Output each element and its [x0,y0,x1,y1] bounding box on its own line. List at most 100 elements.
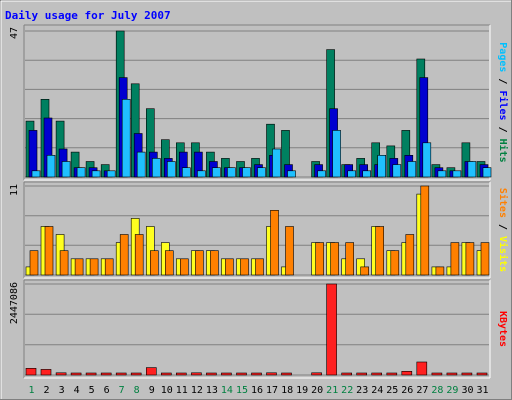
panel-hits-files-pages: 47 Pages / Files / Hits [9,24,509,181]
bar-kbytes-13 [206,372,217,376]
y-axis-label: Sites / Visits [497,188,509,272]
y-axis-label-part: Files [497,90,509,120]
bar-kbytes-29 [446,372,458,376]
bar-sites-8 [134,234,144,276]
bar-pages-14 [227,167,236,178]
y-max-label: 47 [9,27,20,39]
bar-kbytes-21 [326,283,337,376]
bar-pages-31 [482,167,492,178]
x-tick-label: 30 [461,385,473,396]
bar-pages-13 [212,167,221,178]
bar-kbytes-10 [161,372,172,376]
bar-kbytes-8 [130,372,142,376]
bar-sites-9 [150,250,159,276]
bar-pages-12 [197,170,206,178]
y-max-label: 11 [9,184,20,196]
chart-title: Daily usage for July 2007 [5,9,171,22]
x-tick-label: 16 [251,385,263,396]
panel-visits-sites: 11 Sites / Visits [9,181,509,279]
bar-sites-28 [435,266,445,276]
x-tick-label: 27 [416,385,428,396]
x-tick-label: 22 [341,385,353,396]
bar-kbytes-15 [236,372,247,376]
bar-pages-27 [422,142,432,178]
y-axis-label-part: Visits [497,236,509,272]
x-tick-label: 21 [326,385,338,396]
bar-pages-26 [407,161,417,178]
x-tick-label: 7 [119,385,125,396]
bar-files-1 [28,130,38,178]
x-tick-label: 24 [371,385,383,396]
y-axis-label-part: / [497,72,508,90]
series-sites [29,185,490,276]
x-tick-label: 9 [149,385,155,396]
bar-sites-5 [89,258,99,276]
bar-kbytes-26 [401,370,413,376]
bar-sites-2 [44,226,54,276]
x-tick-label: 18 [281,385,293,396]
bar-sites-17 [270,210,279,276]
x-axis-labels: 1 2 3 4 5 6 7 8 9 10 11 12 13 14 15 16 17 18 19 20 21 22 23 24 2… [28,385,488,396]
bar-sites-26 [405,234,415,276]
bar-pages-2 [46,155,56,178]
bar-pages-28 [437,170,447,178]
bar-pages-18 [287,170,296,178]
bar-sites-18 [285,226,294,276]
series-kbytes [25,283,488,376]
bar-kbytes-12 [191,372,202,376]
bar-pages-3 [61,161,71,178]
bar-pages-29 [452,170,462,178]
x-tick-label: 19 [296,385,308,396]
x-tick-label: 12 [191,385,203,396]
bar-pages-4 [76,167,86,178]
bar-sites-1 [29,250,39,276]
x-tick-label: 26 [401,385,413,396]
bar-sites-23 [360,266,370,276]
bar-sites-15 [240,258,249,276]
bar-kbytes-2 [40,369,52,376]
x-tick-label: 4 [74,385,80,396]
x-tick-label: 5 [89,385,95,396]
bar-sites-25 [390,250,400,276]
bar-kbytes-20 [311,372,322,376]
y-axis-label-part: KBytes [497,311,508,347]
bar-sites-12 [195,250,204,276]
bar-kbytes-7 [115,372,127,376]
bar-sites-4 [74,258,84,276]
bar-kbytes-9 [146,367,157,376]
bar-sites-11 [180,258,189,276]
bar-sites-10 [165,250,174,276]
series-pages [31,99,492,178]
panel-kbytes: 2447086 KBytes [9,279,508,379]
bar-sites-22 [345,242,355,276]
bar-sites-24 [375,226,385,276]
x-tick-label: 3 [59,385,65,396]
x-tick-label: 17 [266,385,278,396]
bar-kbytes-24 [371,372,383,376]
bar-pages-16 [257,167,266,178]
y-axis-label-part: Hits [497,139,509,163]
bar-kbytes-18 [281,372,292,376]
y-axis-label: KBytes [497,311,508,347]
x-tick-label: 15 [236,385,248,396]
x-tick-label: 13 [206,385,218,396]
x-tick-label: 28 [431,385,443,396]
bar-sites-21 [330,242,339,276]
x-tick-label: 8 [134,385,140,396]
bar-pages-9 [152,158,161,178]
bar-kbytes-22 [341,372,353,376]
bar-sites-3 [59,250,69,276]
bar-pages-21 [332,130,341,178]
bar-sites-29 [450,242,460,276]
bar-kbytes-3 [55,372,67,376]
bar-kbytes-16 [251,372,262,376]
bar-pages-5 [91,170,101,178]
bar-pages-17 [272,148,281,178]
bar-pages-8 [136,151,146,178]
x-tick-label: 14 [221,385,233,396]
bar-sites-7 [119,234,129,276]
bar-kbytes-30 [461,372,473,376]
x-tick-label: 23 [356,385,368,396]
y-axis-label-part: / [497,121,508,139]
bar-sites-13 [210,250,219,276]
